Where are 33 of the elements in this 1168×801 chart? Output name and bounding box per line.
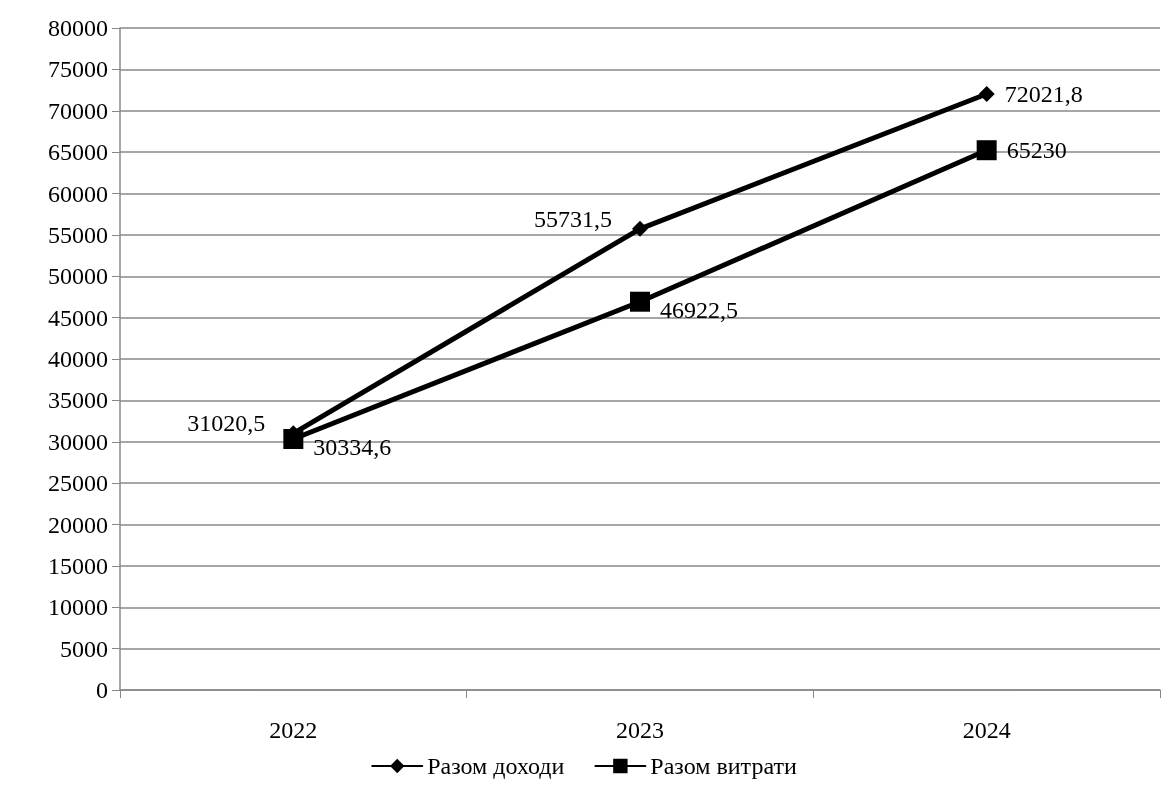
y-tick-label: 65000 (48, 139, 108, 166)
y-tick-label: 10000 (48, 594, 108, 621)
y-tick-label: 0 (96, 677, 108, 703)
y-tick-label: 75000 (48, 56, 108, 83)
y-tick-label: 35000 (48, 387, 108, 414)
y-tick-label: 25000 (48, 470, 108, 497)
y-tick-label: 50000 (48, 263, 108, 290)
y-tick-label: 45000 (48, 304, 108, 331)
point (978, 86, 995, 103)
data-label: 30334,6 (313, 433, 392, 460)
y-tick-label: 60000 (48, 180, 108, 207)
point (283, 428, 304, 449)
data-label: 31020,5 (187, 410, 266, 437)
x-tick-label: 2023 (616, 717, 664, 743)
data-label: 72021,8 (1004, 81, 1083, 108)
x-tick-label: 2024 (962, 717, 1011, 743)
x-tick-label: 2022 (269, 717, 318, 743)
y-tick-label: 30000 (48, 428, 108, 455)
data-label: 46922,5 (660, 296, 738, 323)
y-tick-label: 5000 (60, 635, 108, 662)
y-tick-label: 40000 (48, 346, 108, 372)
y-tick-label: 15000 (48, 552, 108, 579)
y-tick-label: 20000 (48, 511, 108, 538)
y-tick-label: 55000 (48, 221, 108, 248)
data-label: 55731,5 (534, 205, 612, 232)
y-tick-label: 70000 (48, 97, 108, 124)
y-tick-label: 80000 (48, 15, 108, 41)
legend-label: Разом витрати (650, 753, 797, 779)
point (630, 291, 650, 312)
point (976, 140, 997, 161)
data-label: 65230 (1006, 137, 1067, 164)
legend-label: Разом доходи (427, 753, 565, 779)
point (632, 220, 648, 237)
